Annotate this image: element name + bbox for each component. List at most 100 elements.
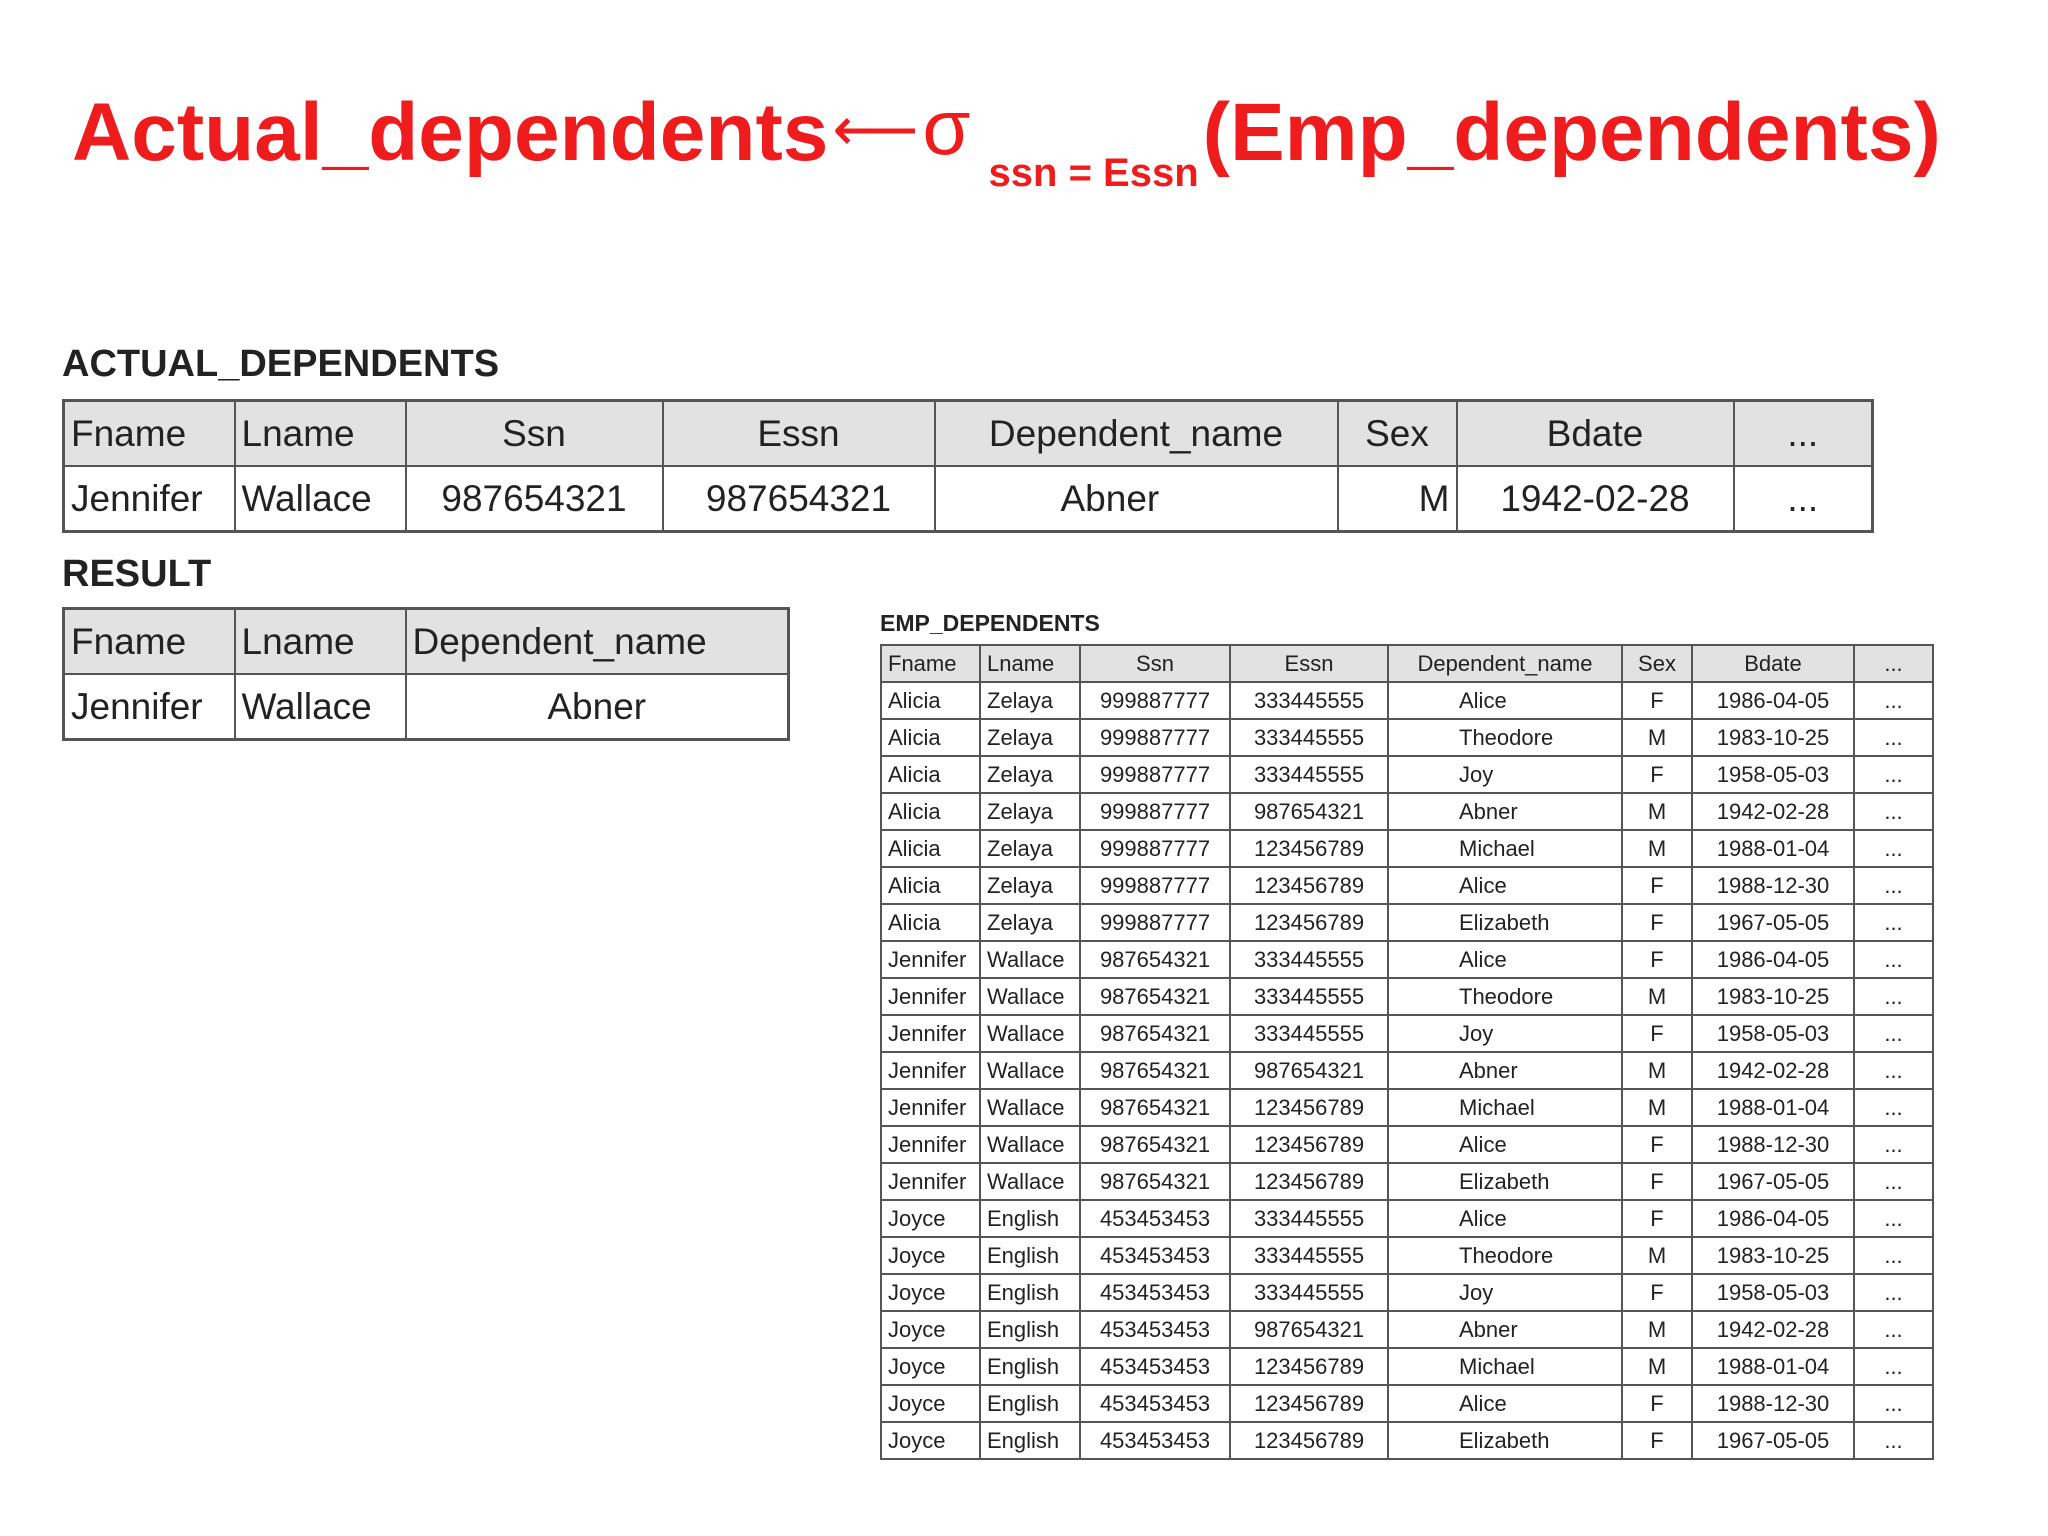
table-row: Joyce English 453453453 123456789 Michael M 19… xyxy=(880,1347,1934,1386)
table-cell: Alicia xyxy=(880,755,981,794)
table-row: Jennifer Wallace 987654321 333445555 Joy F 195… xyxy=(880,1014,1934,1053)
table-cell: Abner xyxy=(933,465,1339,533)
table-cell: F xyxy=(1621,866,1693,905)
table-cell: ... xyxy=(1853,1014,1934,1053)
table-cell: 333445555 xyxy=(1229,681,1389,720)
assignment-arrow: ⟵ xyxy=(832,96,919,163)
table-row: Jennifer Wallace 987654321 333445555 Alice F 1… xyxy=(880,940,1934,979)
table-cell: Jennifer xyxy=(880,940,981,979)
table-row: Alicia Zelaya 999887777 123456789 Alice F 1988… xyxy=(880,866,1934,905)
table-cell: F xyxy=(1621,1014,1693,1053)
table-cell: Theodore xyxy=(1387,977,1623,1016)
table-cell: Elizabeth xyxy=(1387,1421,1623,1460)
table-cell: Joyce xyxy=(880,1199,981,1238)
table-cell: 987654321 xyxy=(1079,1088,1231,1127)
column-header: Essn xyxy=(1229,644,1389,683)
table-cell: 999887777 xyxy=(1079,866,1231,905)
table-cell: 1983-10-25 xyxy=(1691,718,1855,757)
table-cell: Elizabeth xyxy=(1387,1162,1623,1201)
column-header: Fname xyxy=(880,644,981,683)
table-cell: 999887777 xyxy=(1079,829,1231,868)
table-cell: ... xyxy=(1853,1088,1934,1127)
table-cell: Alicia xyxy=(880,866,981,905)
table-cell: Alice xyxy=(1387,1199,1623,1238)
table-cell: 123456789 xyxy=(1229,1162,1389,1201)
table-cell: Jennifer xyxy=(62,465,236,533)
table-cell: Zelaya xyxy=(979,755,1081,794)
table-row: Jennifer Wallace 987654321 123456789 Michael… xyxy=(880,1088,1934,1127)
table-cell: Wallace xyxy=(979,940,1081,979)
table-cell: Jennifer xyxy=(880,1125,981,1164)
table-cell: Zelaya xyxy=(979,829,1081,868)
table-cell: 987654321 xyxy=(1229,1310,1389,1349)
table-cell: ... xyxy=(1853,829,1934,868)
table-cell: Joyce xyxy=(880,1310,981,1349)
table-row: Jennifer Wallace 987654321 333445555 Theodor… xyxy=(880,977,1934,1016)
column-header: Sex xyxy=(1621,644,1693,683)
table-cell: M xyxy=(1621,1088,1693,1127)
table-cell: 1988-12-30 xyxy=(1691,1125,1855,1164)
table-cell: ... xyxy=(1853,1421,1934,1460)
table-cell: Alicia xyxy=(880,792,981,831)
table-cell: 453453453 xyxy=(1079,1273,1231,1312)
table-cell: Joyce xyxy=(880,1236,981,1275)
table-cell: ... xyxy=(1853,1384,1934,1423)
table-cell: Alicia xyxy=(880,718,981,757)
table-row: Alicia Zelaya 999887777 333445555 Joy F 1958-0… xyxy=(880,755,1934,794)
table-cell: 1958-05-03 xyxy=(1691,1014,1855,1053)
table-cell: F xyxy=(1621,681,1693,720)
table-cell: ... xyxy=(1853,866,1934,905)
table-row: Joyce English 453453453 987654321 Abner M 1942… xyxy=(880,1310,1934,1349)
table-cell: Theodore xyxy=(1387,1236,1623,1275)
table-cell: Wallace xyxy=(979,1051,1081,1090)
table-cell: 987654321 xyxy=(1229,1051,1389,1090)
table-cell: 1988-01-04 xyxy=(1691,829,1855,868)
table-cell: Jennifer xyxy=(62,673,236,741)
table-cell: Joy xyxy=(1387,1273,1623,1312)
table-cell: 987654321 xyxy=(1079,1162,1231,1201)
table-cell: 123456789 xyxy=(1229,1384,1389,1423)
table-cell: Wallace xyxy=(979,977,1081,1016)
table-cell: English xyxy=(979,1236,1081,1275)
table-cell: Alice xyxy=(1387,1125,1623,1164)
table-cell: 987654321 xyxy=(1079,940,1231,979)
table-cell: ... xyxy=(1853,1162,1934,1201)
table-cell: F xyxy=(1621,1125,1693,1164)
table-cell: English xyxy=(979,1310,1081,1349)
table-cell: Zelaya xyxy=(979,718,1081,757)
table-cell: M xyxy=(1336,465,1458,533)
table-cell: 1942-02-28 xyxy=(1691,792,1855,831)
table-row: Jennifer Wallace 987654321 123456789 Elizabe… xyxy=(880,1162,1934,1201)
table-cell: Michael xyxy=(1387,829,1623,868)
table-row: Joyce English 453453453 333445555 Joy F 1958-0… xyxy=(880,1273,1934,1312)
emp-dependents-table: Fname Lname Ssn Essn Dependent_name Sex Bdate.… xyxy=(880,644,1934,1460)
table-cell: ... xyxy=(1853,681,1934,720)
table-cell: 1942-02-28 xyxy=(1691,1051,1855,1090)
table-cell: ... xyxy=(1853,1347,1934,1386)
table-cell: 333445555 xyxy=(1229,755,1389,794)
table-cell: Wallace xyxy=(233,465,407,533)
table-cell: ... xyxy=(1853,1199,1934,1238)
table-cell: English xyxy=(979,1347,1081,1386)
table-cell: M xyxy=(1621,829,1693,868)
table-cell: Wallace xyxy=(979,1088,1081,1127)
table-cell: 999887777 xyxy=(1079,755,1231,794)
column-header: Dependent_name xyxy=(404,607,790,675)
table-cell: 123456789 xyxy=(1229,1088,1389,1127)
table-cell: 987654321 xyxy=(404,465,664,533)
table-cell: Elizabeth xyxy=(1387,903,1623,942)
table-cell: 123456789 xyxy=(1229,1125,1389,1164)
table-cell: Alice xyxy=(1387,866,1623,905)
table-cell: M xyxy=(1621,792,1693,831)
table-cell: Jennifer xyxy=(880,1162,981,1201)
table-cell: 1988-12-30 xyxy=(1691,866,1855,905)
table-cell: ... xyxy=(1853,718,1934,757)
column-header: Bdate xyxy=(1455,399,1735,467)
table-cell: 453453453 xyxy=(1079,1384,1231,1423)
table-row: Alicia Zelaya 999887777 333445555 Alice F 1986… xyxy=(880,681,1934,720)
emp-dependents-label: EMP_DEPENDENTS xyxy=(880,610,1100,636)
table-cell: 1988-12-30 xyxy=(1691,1384,1855,1423)
table-row: Joyce English 453453453 123456789 Alice F 1988… xyxy=(880,1384,1934,1423)
table-row: Jennifer Wallace Abner xyxy=(62,673,790,741)
table-cell: Wallace xyxy=(233,673,407,741)
